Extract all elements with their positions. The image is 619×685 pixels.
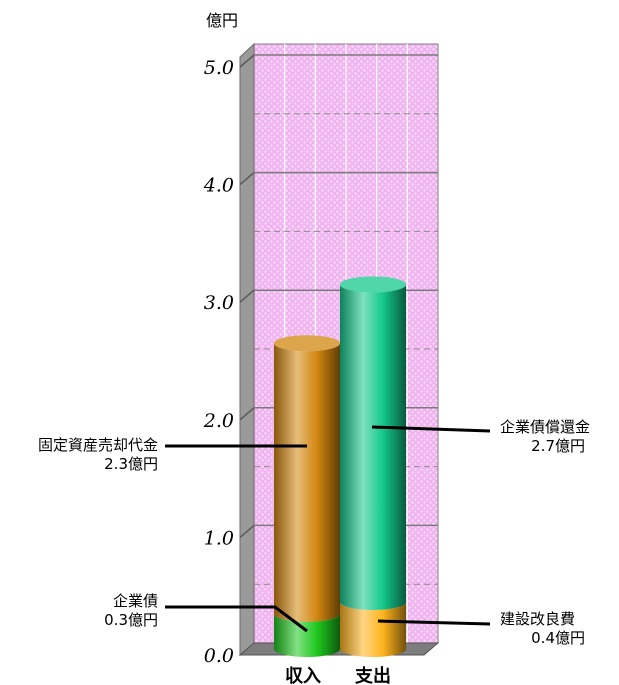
grid-line-side — [239, 172, 255, 186]
bar-segment — [340, 601, 406, 657]
y-tick-label: 4.0 — [203, 175, 234, 197]
grid-line-side — [239, 289, 255, 303]
y-tick-label: 5.0 — [204, 57, 234, 79]
annotation-value: 2.3億円 — [104, 455, 158, 473]
grid-line-side — [239, 407, 255, 421]
y-tick-label: 3.0 — [204, 292, 234, 314]
bar-segment — [340, 284, 406, 610]
grid-line-side — [239, 524, 255, 538]
leader-line — [165, 605, 308, 633]
x-category-label: 支出 — [354, 665, 391, 685]
x-category-label: 収入 — [285, 666, 321, 685]
y-unit-label: 億円 — [206, 11, 238, 30]
y-tick-label: 0.0 — [204, 645, 234, 667]
annotation-name: 企業債 — [113, 592, 158, 610]
y-tick-label: 1.0 — [204, 527, 234, 549]
bar-segment — [274, 613, 340, 657]
bar-top-cap — [274, 335, 340, 352]
annotation-name: 企業債償還金 — [500, 418, 590, 436]
bar-segment — [274, 343, 340, 622]
bar-top-cap — [340, 276, 406, 293]
annotation-name: 固定資産売却代金 — [38, 436, 158, 454]
annotation-value: 0.3億円 — [104, 611, 158, 629]
annotation-value: 2.7億円 — [531, 437, 585, 455]
annotation-name: 建設改良費 — [500, 610, 575, 628]
y-tick-label: 2.0 — [203, 410, 234, 432]
grid-line-side — [239, 54, 255, 68]
plot-side-wall — [239, 42, 255, 657]
leader-line — [371, 425, 491, 433]
leader-line — [377, 619, 491, 626]
annotation-value: 0.4億円 — [531, 629, 585, 647]
